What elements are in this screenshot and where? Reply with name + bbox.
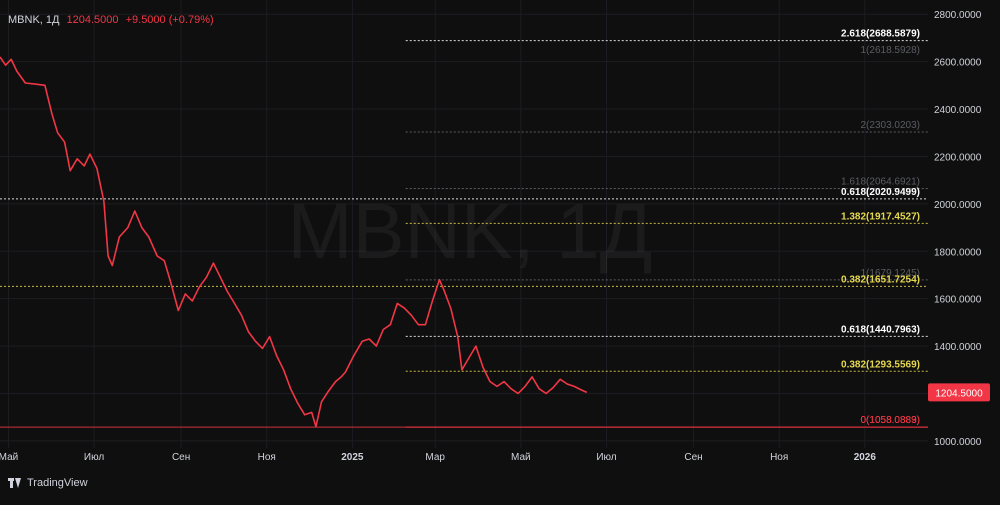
fib-level-label: 2(2303.0203) <box>861 120 921 131</box>
x-tick-label: Июл <box>596 452 616 463</box>
fib-level-label: 1(2618.5928) <box>861 45 921 56</box>
x-tick-label: Мар <box>425 452 445 463</box>
x-tick-label: Сен <box>172 452 190 463</box>
tradingview-logo-icon <box>8 478 22 488</box>
logo-text: TradingView <box>27 477 88 489</box>
y-tick-label: 2600.0000 <box>934 58 982 69</box>
y-tick-label: 2200.0000 <box>934 152 982 163</box>
x-tick-label: Май <box>511 452 531 463</box>
x-tick-label: Ноя <box>258 452 276 463</box>
y-tick-label: 2400.0000 <box>934 105 982 116</box>
last-price-tag-label: 1204.5000 <box>935 388 983 399</box>
y-tick-label: 1400.0000 <box>934 342 982 353</box>
fib-level-label: 1.618(2064.6921) <box>841 177 920 188</box>
x-tick-label: 2026 <box>854 452 877 463</box>
tradingview-logo[interactable]: TradingView <box>8 477 88 489</box>
fib-level-label: 1(1679.1245) <box>861 268 921 279</box>
fib-level-label: 0.618(2020.9499) <box>841 187 920 198</box>
x-tick-label: Сен <box>684 452 702 463</box>
y-tick-label: 1800.0000 <box>934 247 982 258</box>
fib-level-label: 0.382(1651.7254) <box>841 274 920 285</box>
x-tick-label: 2025 <box>341 452 364 463</box>
symbol-label[interactable]: MBNK, 1Д <box>8 14 60 26</box>
price-change: +9.5000 (+0.79%) <box>125 14 214 26</box>
fib-level-label: 2.618(2688.5879) <box>841 29 920 40</box>
y-tick-label: 1000.0000 <box>934 437 982 448</box>
fib-level-label: 0(1058.0889) <box>861 415 921 426</box>
price-line <box>0 56 588 428</box>
watermark: MBNK, 1Д <box>288 187 653 275</box>
fib-level-label: 1.382(1917.4527) <box>841 211 920 222</box>
chart-header: MBNK, 1Д 1204.5000 +9.5000 (+0.79%) <box>8 14 214 26</box>
x-tick-label: Июл <box>84 452 104 463</box>
fib-level-label: 0.382(1293.5569) <box>841 359 920 370</box>
x-tick-label: Май <box>0 452 18 463</box>
last-price-tag <box>928 383 990 402</box>
x-tick-label: Ноя <box>770 452 788 463</box>
fib-level-label: 0.618(1440.7963) <box>841 324 920 335</box>
y-tick-label: 1600.0000 <box>934 295 982 306</box>
y-tick-label: 2000.0000 <box>934 200 982 211</box>
last-price: 1204.5000 <box>66 14 119 26</box>
y-tick-label: 2800.0000 <box>934 10 982 21</box>
fib-level-label: 0(1058.0883) <box>861 415 921 426</box>
